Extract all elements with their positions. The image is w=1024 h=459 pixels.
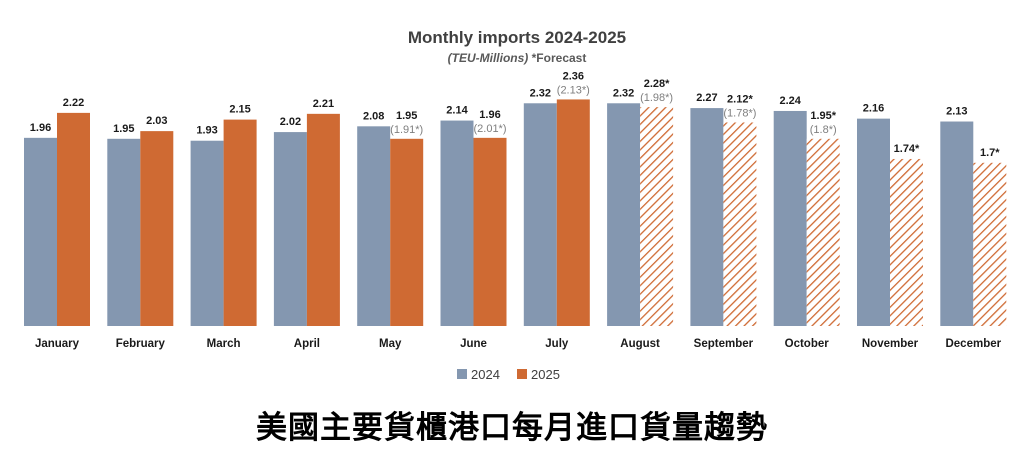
bar-2025-february (140, 131, 174, 326)
legend-label-2025: 2025 (531, 367, 560, 382)
chart-subtitle: (TEU-Millions) *Forecast (448, 51, 587, 65)
tick-label-january: January (35, 338, 80, 350)
sub-label-2025-june: (2.01*) (473, 123, 506, 135)
bar-2025-january (57, 112, 90, 326)
bar-2025-march (223, 119, 257, 326)
month-labels-group: January February March April May June July Augu… (35, 338, 1002, 350)
value-label-2024-april: 2.02 (280, 116, 301, 128)
sub-label-2025-september: (1.78*) (723, 107, 756, 119)
bar-2024-may (357, 126, 391, 326)
sub-label-2025-may: (1.91*) (390, 124, 423, 136)
bar-chart: Monthly imports 2024-2025 (TEU-Millions)… (24, 28, 1007, 382)
value-label-2024-september: 2.27 (696, 92, 717, 104)
value-label-2024-january: 1.96 (30, 122, 51, 134)
chart-title: Monthly imports 2024-2025 (408, 28, 626, 47)
value-label-2025-october: 1.95* (810, 110, 836, 122)
bar-2025-august (640, 107, 674, 327)
tick-label-december: December (945, 338, 1001, 350)
bars-group (24, 99, 1007, 327)
bar-2024-april (273, 132, 307, 326)
bar-2025-june (473, 137, 507, 326)
legend-swatch-2024 (457, 369, 467, 379)
value-label-2024-may: 2.08 (363, 110, 384, 122)
value-label-2025-november: 1.74* (894, 143, 920, 155)
tick-label-august: August (620, 338, 660, 350)
value-label-2025-january: 2.22 (63, 97, 84, 109)
bar-2025-november (890, 158, 923, 326)
tick-label-february: February (116, 338, 166, 350)
bar-2025-december (973, 162, 1007, 326)
value-label-2024-december: 2.13 (946, 106, 967, 118)
value-label-2024-june: 2.14 (446, 105, 468, 117)
tick-label-march: March (207, 338, 241, 350)
subtitle-unit: (TEU-Millions) (448, 51, 529, 65)
value-label-2024-october: 2.24 (779, 95, 801, 107)
tick-label-april: April (294, 338, 320, 350)
value-label-2025-may: 1.95 (396, 110, 417, 122)
tick-label-september: September (694, 338, 754, 350)
bar-2024-october (773, 110, 807, 327)
caption: 美國主要貨櫃港口每月進口貨量趨勢 (256, 410, 768, 446)
value-label-2025-july: 2.36 (563, 70, 584, 82)
bar-2024-september (690, 108, 724, 326)
tick-label-october: October (785, 338, 830, 350)
bar-2024-february (107, 138, 141, 326)
bar-2025-july (556, 99, 590, 326)
value-label-2025-march: 2.15 (229, 104, 250, 116)
tick-label-november: November (862, 338, 919, 350)
value-label-2025-april: 2.21 (313, 98, 334, 110)
value-label-2024-august: 2.32 (613, 87, 634, 99)
bar-2025-september (723, 122, 757, 326)
value-label-2025-february: 2.03 (146, 115, 167, 127)
sub-label-2025-august: (1.98*) (640, 92, 673, 104)
bar-2024-november (857, 118, 890, 326)
value-label-2025-june: 1.96 (479, 109, 500, 121)
tick-label-june: June (460, 338, 487, 350)
legend-label-2024: 2024 (471, 367, 500, 382)
bar-2024-june (440, 120, 474, 326)
value-label-2025-august: 2.28* (644, 78, 670, 90)
tick-label-may: May (379, 338, 402, 350)
bar-2024-march (190, 140, 224, 326)
value-label-2025-december: 1.7* (980, 147, 1000, 159)
subtitle-note: *Forecast (532, 51, 587, 65)
bar-2024-january (24, 137, 57, 326)
bar-2024-december (940, 121, 974, 327)
bar-2024-july (523, 103, 557, 326)
value-label-2025-september: 2.12* (727, 93, 753, 105)
sub-label-2025-october: (1.8*) (810, 124, 837, 136)
bar-2024-august (607, 103, 641, 326)
sub-label-2025-july: (2.13*) (557, 84, 590, 96)
tick-label-july: July (545, 338, 569, 350)
bar-2025-may (390, 138, 424, 326)
value-label-2024-february: 1.95 (113, 123, 134, 135)
legend-swatch-2025 (517, 369, 527, 379)
legend: 2024 2025 (457, 367, 560, 382)
value-label-2024-march: 1.93 (196, 125, 217, 137)
value-label-2024-november: 2.16 (863, 103, 884, 115)
value-label-2024-july: 2.32 (530, 87, 551, 99)
value-labels-group: 1.96 2.22 1.95 2.03 1.93 2.15 2.02 2.21 2.08 1.95… (30, 70, 1001, 158)
bar-2025-april (306, 113, 340, 326)
bar-2025-october (806, 138, 840, 326)
